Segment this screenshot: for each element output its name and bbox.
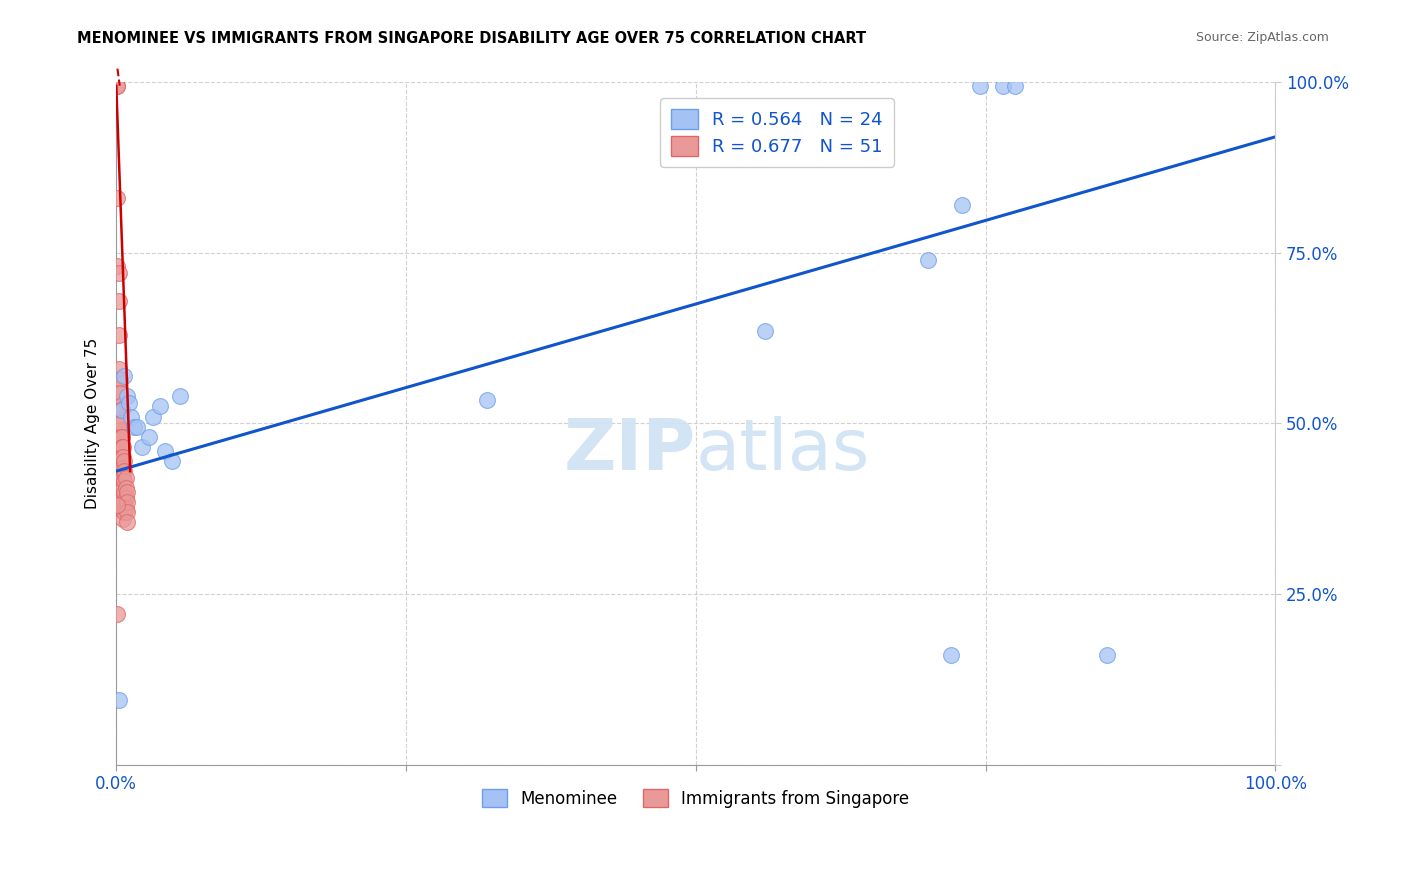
Point [110, 464, 132, 478]
Point [114, 481, 136, 495]
Point [108, 434, 131, 448]
Point [111, 440, 134, 454]
Point [120, 409, 142, 424]
Point [110, 430, 132, 444]
Point [107, 402, 129, 417]
Point [112, 464, 135, 478]
Point [115, 389, 138, 403]
Point [107, 78, 129, 93]
Text: Source: ZipAtlas.com: Source: ZipAtlas.com [1195, 31, 1329, 45]
Point [111, 430, 134, 444]
Point [111, 471, 134, 485]
Text: MENOMINEE VS IMMIGRANTS FROM SINGAPORE DISABILITY AGE OVER 75 CORRELATION CHART: MENOMINEE VS IMMIGRANTS FROM SINGAPORE D… [77, 31, 866, 46]
Point [107, 327, 129, 342]
Text: atlas: atlas [696, 417, 870, 485]
Point [991, 78, 1014, 93]
Point [118, 396, 141, 410]
Y-axis label: Disability Age Over 75: Disability Age Over 75 [86, 338, 100, 509]
Point [1004, 78, 1026, 93]
Point [107, 382, 129, 396]
Point [112, 505, 135, 519]
Point [969, 78, 991, 93]
Point [114, 491, 136, 506]
Point [115, 516, 138, 530]
Point [917, 252, 939, 267]
Point [153, 443, 176, 458]
Point [107, 607, 129, 622]
Point [122, 419, 145, 434]
Point [477, 392, 499, 407]
Text: ZIP: ZIP [564, 417, 696, 485]
Point [110, 440, 132, 454]
Point [107, 361, 129, 376]
Point [112, 450, 135, 465]
Point [111, 402, 134, 417]
Point [108, 423, 131, 437]
Point [114, 471, 136, 485]
Point [107, 266, 129, 280]
Point [108, 413, 131, 427]
Point [114, 501, 136, 516]
Point [112, 501, 135, 516]
Point [108, 372, 131, 386]
Point [149, 400, 172, 414]
Point [110, 402, 132, 417]
Point [108, 400, 131, 414]
Point [107, 191, 129, 205]
Point [108, 385, 131, 400]
Point [112, 491, 135, 506]
Point [115, 495, 138, 509]
Point [107, 78, 129, 93]
Point [112, 368, 135, 383]
Legend: Menominee, Immigrants from Singapore: Menominee, Immigrants from Singapore [475, 782, 915, 814]
Point [107, 260, 129, 274]
Point [112, 440, 135, 454]
Point [939, 648, 962, 663]
Point [111, 460, 134, 475]
Point [131, 440, 153, 454]
Point [112, 454, 135, 468]
Point [112, 460, 135, 475]
Point [110, 417, 132, 431]
Point [112, 471, 135, 485]
Point [111, 450, 134, 465]
Point [112, 481, 135, 495]
Point [169, 389, 191, 403]
Point [112, 495, 135, 509]
Point [952, 198, 974, 212]
Point [142, 409, 165, 424]
Point [127, 419, 149, 434]
Point [112, 475, 135, 489]
Point [110, 454, 132, 468]
Point [107, 692, 129, 706]
Point [160, 454, 183, 468]
Point [112, 512, 135, 526]
Point [107, 498, 129, 512]
Point [754, 324, 776, 338]
Point [115, 484, 138, 499]
Point [112, 484, 135, 499]
Point [138, 430, 160, 444]
Point [107, 293, 129, 308]
Point [115, 505, 138, 519]
Point [1097, 648, 1119, 663]
